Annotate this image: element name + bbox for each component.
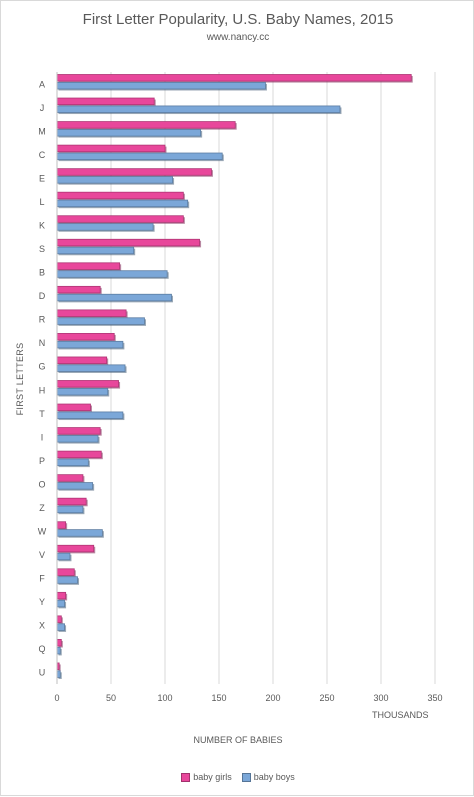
category-label-I: I bbox=[41, 432, 44, 442]
bar-J-girls bbox=[56, 97, 155, 106]
legend-swatch-boys bbox=[241, 772, 251, 782]
x-tick-label-250: 250 bbox=[319, 693, 334, 703]
category-label-P: P bbox=[39, 456, 45, 466]
category-label-K: K bbox=[39, 221, 45, 231]
legend-label-girls: baby girls bbox=[193, 772, 232, 782]
bar-L-girls bbox=[56, 191, 184, 200]
bar-T-girls bbox=[56, 403, 91, 412]
legend-item-boys: baby boys bbox=[241, 772, 295, 782]
bar-H-boys bbox=[56, 387, 109, 396]
x-tick-label-100: 100 bbox=[157, 693, 172, 703]
bar-Q-girls bbox=[56, 639, 62, 647]
legend-label-boys: baby boys bbox=[253, 772, 295, 782]
bar-shadow-U-girls bbox=[58, 664, 61, 672]
category-label-N: N bbox=[39, 338, 46, 348]
bar-V-girls bbox=[56, 544, 95, 553]
bar-Z-boys bbox=[56, 505, 84, 514]
category-label-U: U bbox=[39, 668, 46, 678]
bar-B-girls bbox=[56, 262, 121, 270]
x-axis-title: NUMBER OF BABIES bbox=[193, 735, 283, 745]
bar-J-boys bbox=[56, 105, 341, 113]
bar-X-boys bbox=[56, 623, 65, 631]
category-label-T: T bbox=[39, 409, 45, 419]
bar-O-girls bbox=[56, 474, 84, 482]
x-tick-label-150: 150 bbox=[211, 693, 226, 703]
category-label-J: J bbox=[40, 103, 45, 113]
category-label-H: H bbox=[39, 385, 46, 395]
bar-I-girls bbox=[56, 427, 101, 435]
y-axis-title: FIRST LETTERS bbox=[15, 342, 25, 416]
chart-subtitle: www.nancy.cc bbox=[206, 32, 270, 43]
bar-A-girls bbox=[56, 74, 412, 82]
x-axis-unit-label: THOUSANDS bbox=[372, 710, 429, 720]
category-label-L: L bbox=[39, 197, 44, 207]
bar-G-boys bbox=[56, 364, 126, 372]
bar-Y-boys bbox=[56, 599, 65, 608]
bar-I-boys bbox=[56, 435, 99, 443]
x-tick-label-50: 50 bbox=[106, 693, 116, 703]
chart-title: First Letter Popularity, U.S. Baby Names… bbox=[82, 11, 394, 28]
legend-item-girls: baby girls bbox=[181, 772, 232, 782]
bar-B-boys bbox=[56, 270, 168, 278]
category-label-A: A bbox=[39, 79, 45, 89]
category-label-M: M bbox=[38, 126, 46, 136]
bar-D-boys bbox=[56, 293, 172, 302]
category-label-Y: Y bbox=[39, 597, 45, 607]
legend-swatch-girls bbox=[181, 772, 191, 782]
category-label-R: R bbox=[39, 315, 46, 325]
bar-F-girls bbox=[56, 568, 75, 576]
bar-R-girls bbox=[56, 309, 127, 317]
category-label-D: D bbox=[39, 291, 46, 301]
bar-P-girls bbox=[56, 450, 102, 459]
bar-X-girls bbox=[56, 615, 62, 623]
bar-A-boys bbox=[56, 82, 266, 90]
bar-Y-girls bbox=[56, 591, 67, 600]
bar-G-girls bbox=[56, 356, 108, 364]
bar-S-boys bbox=[56, 246, 135, 255]
bar-E-girls bbox=[56, 168, 212, 176]
category-label-O: O bbox=[38, 479, 45, 489]
bar-M-girls bbox=[56, 121, 236, 129]
bar-D-girls bbox=[56, 285, 101, 294]
category-label-S: S bbox=[39, 244, 45, 254]
category-label-E: E bbox=[39, 173, 45, 183]
category-label-W: W bbox=[38, 527, 47, 537]
category-label-Q: Q bbox=[38, 644, 45, 654]
bar-W-girls bbox=[56, 521, 67, 529]
bar-C-girls bbox=[56, 144, 166, 153]
bar-P-boys bbox=[56, 458, 89, 467]
bar-Z-girls bbox=[56, 497, 87, 506]
bar-N-boys bbox=[56, 340, 124, 349]
x-tick-label-300: 300 bbox=[373, 693, 388, 703]
bar-M-boys bbox=[56, 129, 202, 137]
category-label-C: C bbox=[39, 150, 46, 160]
bar-H-girls bbox=[56, 380, 119, 388]
bar-L-boys bbox=[56, 199, 189, 208]
category-label-Z: Z bbox=[39, 503, 45, 513]
x-tick-label-0: 0 bbox=[54, 693, 59, 703]
category-label-G: G bbox=[38, 362, 45, 372]
category-label-V: V bbox=[39, 550, 45, 560]
x-tick-label-200: 200 bbox=[265, 693, 280, 703]
bar-V-boys bbox=[56, 552, 71, 561]
category-label-B: B bbox=[39, 268, 45, 278]
bar-N-girls bbox=[56, 333, 115, 341]
bar-S-girls bbox=[56, 238, 200, 247]
bar-O-boys bbox=[56, 482, 94, 490]
bar-K-girls bbox=[56, 215, 184, 223]
bar-E-boys bbox=[56, 176, 173, 184]
bar-R-boys bbox=[56, 317, 145, 325]
bar-W-boys bbox=[56, 529, 103, 537]
bar-F-boys bbox=[56, 576, 78, 584]
category-label-F: F bbox=[39, 574, 45, 584]
legend: baby girls baby boys bbox=[1, 772, 474, 782]
category-label-X: X bbox=[39, 621, 45, 631]
bar-K-boys bbox=[56, 223, 154, 231]
bar-T-boys bbox=[56, 411, 124, 419]
bar-C-boys bbox=[56, 152, 223, 161]
x-tick-label-350: 350 bbox=[427, 693, 442, 703]
